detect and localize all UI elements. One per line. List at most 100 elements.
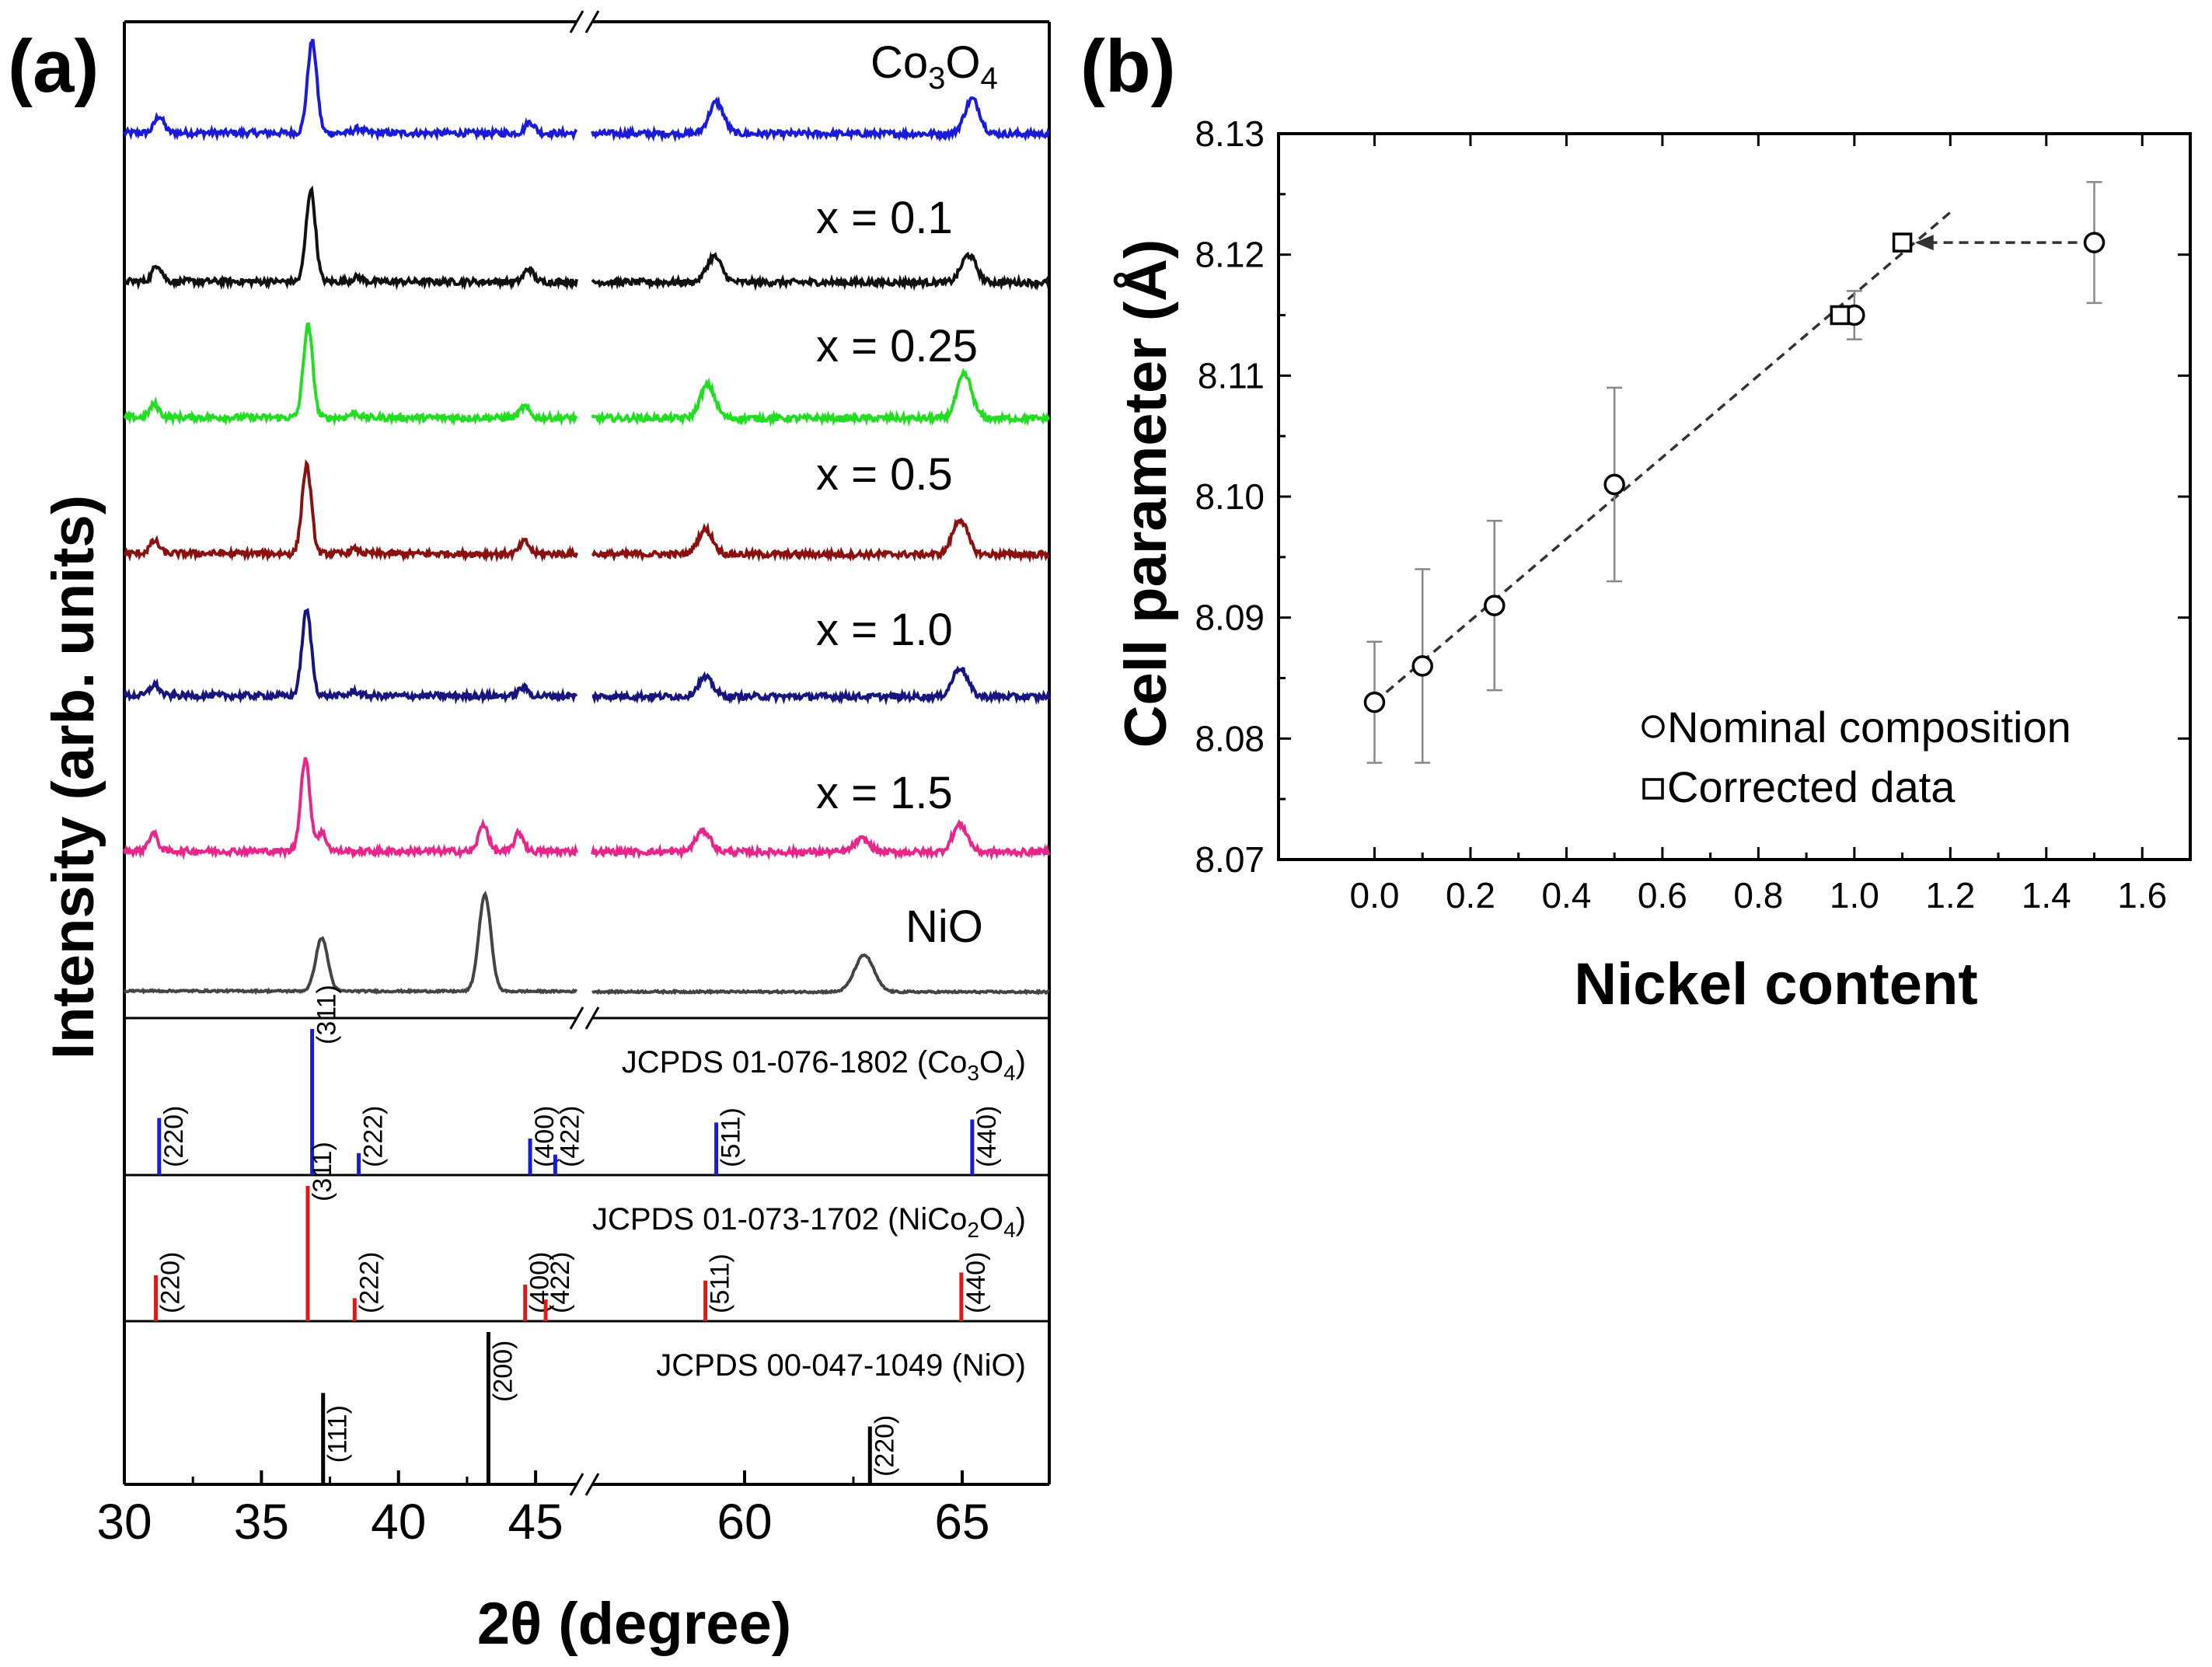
xrd-trace-group-3: x = 0.5 [123, 449, 1050, 563]
legend-circle-symbol [1642, 715, 1665, 738]
ref-title-part: JCPDS 01-073-1702 (NiCo [592, 1202, 967, 1236]
xrd-x-tick-label-5: 65 [934, 1494, 989, 1550]
legend-square-symbol [1642, 778, 1664, 800]
xrd-trace-group-2: x = 0.25 [123, 321, 1051, 427]
reference-hkl-label-1: (200) [488, 1341, 518, 1402]
cell-y-tick-label-2: 8.09 [1195, 598, 1265, 638]
nominal-marker [1603, 473, 1625, 496]
xrd-trace-group-6: NiO [123, 890, 1050, 996]
ref-title-part: JCPDS 00-047-1049 (NiO) [656, 1348, 1026, 1383]
xrd-x-tick-label-3: 45 [508, 1494, 563, 1550]
xrd-trace-left [123, 185, 578, 291]
xrd-trace-label: x = 0.25 [816, 321, 978, 371]
nickel-x-tick-label-0: 0.0 [1349, 875, 1399, 915]
xrd-x-tick-label-4: 60 [717, 1494, 772, 1550]
xrd-trace-right [591, 367, 1051, 427]
xrd-trace-group-0: Co3O4 [123, 37, 1051, 143]
ref-title-subscript: 4 [1003, 1061, 1016, 1085]
corrected-marker-1 [1892, 232, 1913, 253]
xrd-trace-label: x = 1.0 [816, 605, 953, 655]
ref-title-part: ) [1016, 1202, 1026, 1236]
panel-b-label: (b) [1080, 25, 1176, 108]
axis-break-mark-right-1 [584, 1473, 600, 1496]
cell-parameter-axes: 0.0 0.2 0.4 0.6 0.8 1.0 1.2 1.4 1.6 8.07 8.08 8.09 8… [1195, 113, 2192, 915]
xrd-traces: Co3O4 x = 0.1 x = 0.25 x = 0.5 x = 1.0 x = 1.… [123, 37, 1051, 996]
xrd-trace-label: x = 0.5 [816, 449, 953, 500]
nominal-marker [1484, 595, 1505, 616]
reference-pattern-1: JCPDS 01-073-1702 (NiCo2O4) (220) (311) (22… [154, 1142, 1026, 1321]
xrd-trace-label: Co3O4 [870, 37, 998, 96]
axis-break-mark-left-1 [569, 1473, 584, 1496]
xrd-trace-right [591, 96, 1051, 143]
nominal-point-1 [1411, 568, 1433, 764]
reference-hkl-label-2: (222) [359, 1106, 389, 1167]
xrd-trace-left [123, 890, 577, 996]
reference-title: JCPDS 01-076-1802 (Co3O4) [622, 1045, 1026, 1085]
nickel-x-tick-label-6: 1.2 [1925, 875, 1975, 915]
reference-hkl-label-0: (111) [323, 1405, 353, 1463]
xrd-trace-right [591, 953, 1050, 996]
xrd-x-tick-label-0: 30 [96, 1494, 152, 1550]
nickel-x-tick-label-2: 0.4 [1541, 875, 1591, 915]
reference-hkl-label-0: (220) [159, 1106, 189, 1167]
xrd-trace-left [123, 38, 578, 142]
nickel-x-tick-label-1: 0.2 [1446, 875, 1495, 915]
reference-hkl-label-2: (220) [870, 1415, 899, 1477]
legend: Nominal composition Corrected data [1642, 703, 2071, 811]
xrd-trace-right [591, 818, 1051, 861]
axis-break-gap-1 [577, 1477, 592, 1492]
xrd-trace-left [123, 459, 578, 563]
corrected-marker-0 [1830, 305, 1851, 326]
nominal-marker [1411, 655, 1433, 677]
xrd-x-tick-label-2: 40 [371, 1494, 426, 1550]
xrd-trace-group-4: x = 1.0 [123, 605, 1051, 706]
nickel-x-tick-label-3: 0.6 [1638, 875, 1687, 915]
ref-title-subscript: 2 [967, 1218, 979, 1242]
axis-break-mark-left-0 [569, 10, 584, 33]
cell-y-tick-label-3: 8.10 [1195, 476, 1265, 517]
cell-y-tick-label-5: 8.12 [1195, 235, 1265, 275]
legend-nominal-label: Nominal composition [1667, 703, 2071, 752]
reference-hkl-label-5: (511) [717, 1107, 746, 1167]
reference-hkl-label-1: (311) [308, 1142, 337, 1201]
cell-y-tick-label-0: 8.07 [1195, 839, 1265, 880]
xrd-x-axis-title: 2θ (degree) [477, 1591, 791, 1657]
xrd-trace-label: NiO [905, 902, 983, 952]
xrd-trace-group-5: x = 1.5 [123, 757, 1051, 861]
ref-title-subscript: 3 [967, 1061, 979, 1085]
xrd-axes: 30 35 40 45 60 65 [96, 10, 1051, 1550]
linear-fit-line [1373, 211, 1952, 703]
xrd-trace-left [123, 608, 578, 705]
nickel-x-axis-title: Nickel content [1574, 951, 1977, 1017]
nominal-marker [2083, 232, 2106, 253]
xrd-trace-right [591, 665, 1051, 706]
xrd-trace-right [591, 251, 1051, 291]
cell-y-axis-title: Cell parameter (Å) [1113, 239, 1179, 748]
nominal-point-0 [1363, 640, 1386, 764]
xrd-x-tick-label-1: 35 [234, 1494, 289, 1550]
correction-arrow-head [1914, 235, 1934, 251]
reference-hkl-label-4: (422) [555, 1106, 584, 1167]
reference-title: JCPDS 00-047-1049 (NiO) [656, 1348, 1026, 1383]
ref-title-part: O [979, 1045, 1003, 1079]
nominal-point-3 [1603, 386, 1625, 583]
legend-corrected-label: Corrected data [1667, 762, 1956, 811]
reference-hkl-label-6: (440) [972, 1106, 1002, 1167]
formula-subscript: 3 [928, 61, 945, 96]
reference-hkl-label-4: (422) [546, 1252, 575, 1313]
ref-title-part: O [979, 1202, 1003, 1236]
xrd-trace-left [123, 322, 578, 427]
cell-y-tick-label-4: 8.11 [1198, 355, 1265, 396]
reference-pattern-2: JCPDS 00-047-1049 (NiO) (111) (200) (220) [321, 1332, 1026, 1484]
ref-title-part: ) [1016, 1045, 1026, 1079]
nickel-x-tick-label-7: 1.4 [2022, 875, 2071, 915]
reference-hkl-label-5: (511) [706, 1254, 735, 1313]
reference-hkl-label-1: (311) [312, 985, 342, 1044]
nominal-point-2 [1484, 519, 1505, 692]
reference-patterns: JCPDS 01-076-1802 (Co3O4) (220) (311) (222)… [154, 985, 1026, 1484]
formula-part: Co [870, 37, 928, 88]
xrd-trace-label: x = 1.5 [816, 768, 953, 818]
reference-hkl-label-0: (220) [156, 1252, 186, 1313]
